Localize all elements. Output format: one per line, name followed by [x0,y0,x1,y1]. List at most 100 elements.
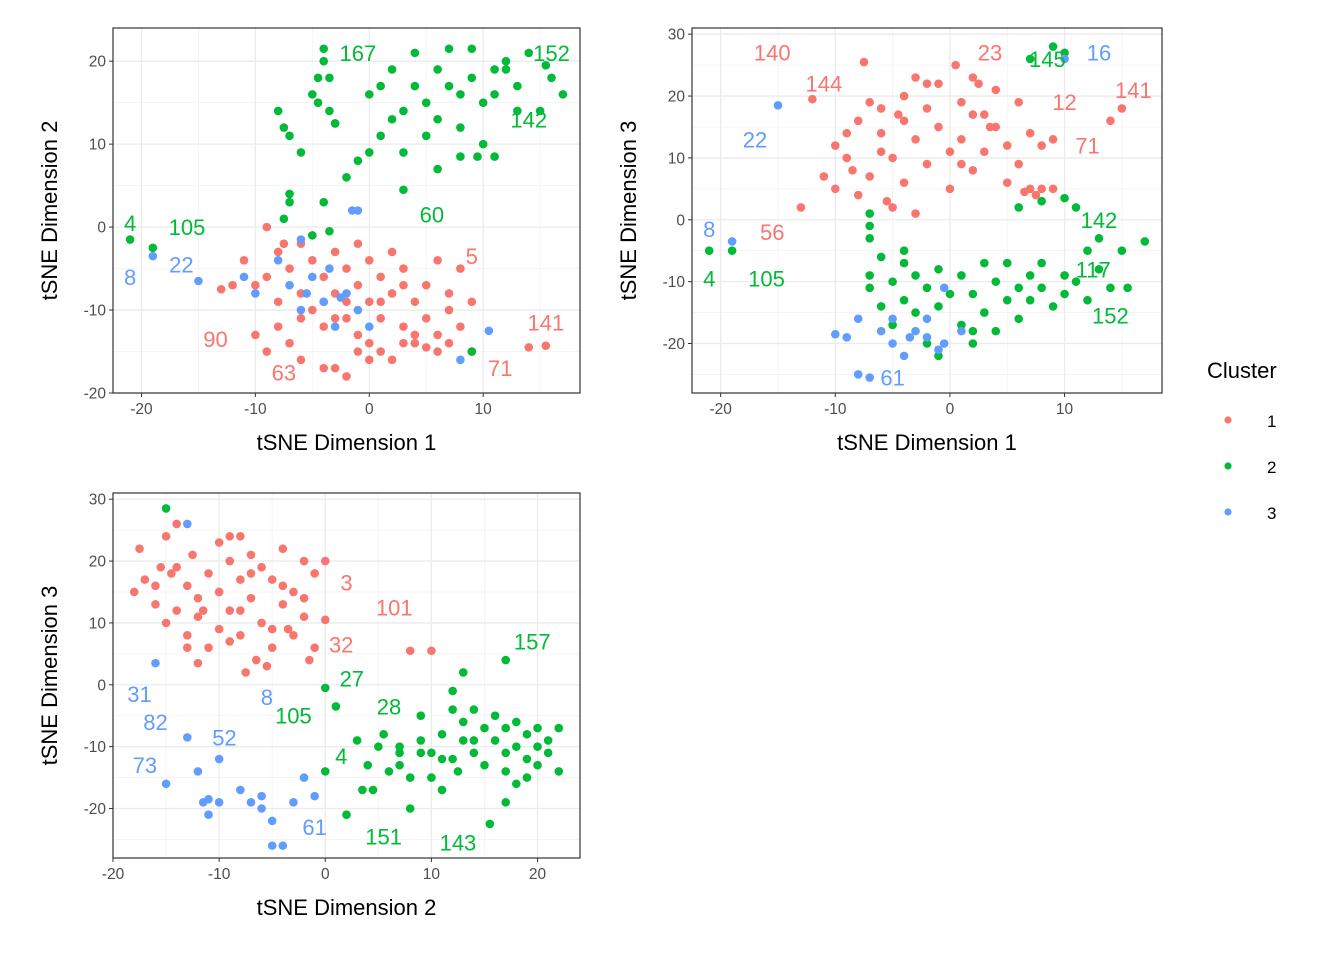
x-tick-label: -10 [824,401,847,418]
y-tick-label: 10 [89,615,107,632]
point-cluster-1 [285,264,294,273]
y-tick-label: 0 [676,212,685,229]
point-cluster-2 [899,258,909,268]
point-cluster-2 [405,773,415,782]
point-cluster-1 [853,190,863,200]
point-cluster-1 [1014,97,1024,107]
point-cluster-2 [433,65,442,74]
legend: Cluster 1 2 3 [1207,358,1277,523]
plot-border [691,27,1163,394]
point-cluster-1 [353,239,363,248]
point-cluster-1 [310,643,319,652]
point-cluster-2 [1060,193,1069,203]
point-cluster-2 [991,326,1001,336]
point-cluster-2 [467,73,477,83]
point-cluster-2 [433,114,442,124]
point-cluster-3 [922,333,932,342]
point-label: 8 [261,685,273,710]
x-axis-title: tSNE Dimension 2 [257,895,437,920]
point-cluster-2 [934,302,943,311]
point-cluster-1 [387,289,397,298]
point-cluster-3 [308,272,317,282]
y-tick-label: 0 [97,677,106,694]
point-cluster-2 [513,81,522,91]
point-cluster-1 [299,593,309,603]
point-cluster-2 [522,773,532,782]
point-cluster-3 [876,326,886,336]
point-cluster-2 [395,748,404,758]
point-cluster-1 [257,618,266,628]
point-label: 52 [212,725,236,750]
point-cluster-1 [410,330,420,340]
point-cluster-2 [285,189,294,199]
point-cluster-1 [193,658,203,668]
point-cluster-2 [1083,295,1092,305]
point-cluster-1 [899,178,909,187]
point-cluster-1 [216,285,226,294]
point-cluster-3 [289,798,298,807]
point-cluster-2 [1025,295,1035,305]
point-cluster-1 [188,550,197,560]
point-cluster-2 [325,106,334,116]
y-tick-label: 0 [97,220,106,237]
point-cluster-3 [830,329,840,339]
point-label: 5 [466,244,478,269]
point-cluster-1 [156,562,166,572]
point-cluster-1 [1025,128,1035,138]
point-cluster-1 [172,606,181,615]
point-cluster-2 [399,185,408,195]
point-cluster-1 [399,264,408,273]
point-label: 28 [377,694,401,719]
point-label: 22 [169,252,193,277]
point-cluster-3 [193,767,203,776]
panel-1: -20 -10 0 10 -20 -10 0 10 20 4 105 8 22 90 63 167 152 142… [37,27,581,455]
x-tick-label: -10 [244,401,267,418]
point-label: 22 [743,127,767,152]
point-cluster-2 [899,295,909,305]
plot-border [112,27,581,394]
point-label: 71 [1075,134,1099,159]
point-cluster-2 [512,742,521,751]
point-cluster-2 [522,754,532,764]
point-cluster-1 [364,338,374,348]
y-tick-label: 20 [89,54,107,71]
point-cluster-1 [151,581,160,591]
point-cluster-2 [469,736,479,745]
point-label: 3 [340,571,352,596]
point-label: 60 [420,203,444,228]
point-cluster-1 [353,347,363,356]
point-cluster-2 [922,283,932,293]
point-cluster-1 [1048,184,1058,194]
point-cluster-2 [279,214,289,224]
point-label: 141 [527,310,564,335]
point-cluster-1 [894,110,903,119]
point-cluster-2 [313,73,323,83]
point-cluster-2 [490,736,500,745]
point-cluster-2 [456,123,465,132]
point-cluster-1 [387,355,397,365]
point-cluster-2 [1117,246,1127,256]
legend-key-2 [1224,462,1232,470]
point-cluster-2 [125,235,135,244]
point-cluster-2 [934,351,943,361]
point-cluster-3 [727,237,737,246]
point-cluster-2 [490,90,499,99]
point-cluster-1 [225,556,235,566]
point-cluster-2 [427,773,436,782]
point-cluster-1 [236,575,245,584]
point-cluster-1 [246,593,256,603]
point-cluster-2 [1071,277,1081,286]
point-cluster-1 [342,264,351,273]
point-cluster-1 [405,646,415,656]
point-cluster-2 [501,655,511,665]
point-cluster-1 [289,630,298,640]
point-label: 4 [703,267,715,292]
point-cluster-2 [490,65,499,74]
point-cluster-2 [296,148,306,157]
point-cluster-2 [876,302,886,311]
point-cluster-1 [876,128,886,138]
point-cluster-2 [888,277,897,286]
point-cluster-3 [214,798,224,807]
point-cluster-1 [246,569,256,578]
